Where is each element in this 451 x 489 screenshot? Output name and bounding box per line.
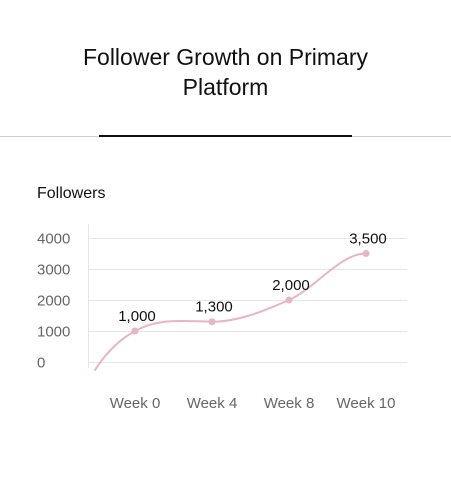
x-tick-labels: Week 0 Week 4 Week 8 Week 10 xyxy=(110,395,396,412)
data-point-0 xyxy=(131,327,139,335)
y-tick-label-1000: 1000 xyxy=(37,324,70,341)
y-axis-label: Followers xyxy=(37,185,105,202)
chart-title: Follower Growth on Primary Platform xyxy=(0,42,451,102)
data-labels: 1,000 1,300 2,000 3,500 xyxy=(118,231,387,326)
data-label-3: 3,500 xyxy=(349,231,387,248)
data-point-1 xyxy=(208,318,216,326)
data-point-3 xyxy=(362,250,370,257)
chart-title-line-1: Follower Growth on Primary xyxy=(82,44,369,70)
data-points xyxy=(131,250,370,335)
y-tick-label-0: 0 xyxy=(37,355,45,372)
data-point-2 xyxy=(285,296,293,304)
data-label-2: 2,000 xyxy=(272,277,310,294)
data-label-0: 1,000 xyxy=(118,308,156,325)
chart-title-line-2: Platform xyxy=(182,74,269,100)
data-label-1: 1,300 xyxy=(195,299,233,316)
x-tick-label-1: Week 4 xyxy=(187,395,238,412)
y-tick-label-3000: 3000 xyxy=(37,262,70,279)
title-underline xyxy=(99,135,352,137)
y-tick-labels: 0 1000 2000 3000 4000 xyxy=(37,231,70,372)
x-tick-label-0: Week 0 xyxy=(110,395,161,412)
y-tick-label-2000: 2000 xyxy=(37,293,70,310)
x-tick-label-3: Week 10 xyxy=(337,395,396,412)
y-tick-label-4000: 4000 xyxy=(37,231,70,248)
grid-lines xyxy=(88,224,407,368)
x-tick-label-2: Week 8 xyxy=(264,395,315,412)
